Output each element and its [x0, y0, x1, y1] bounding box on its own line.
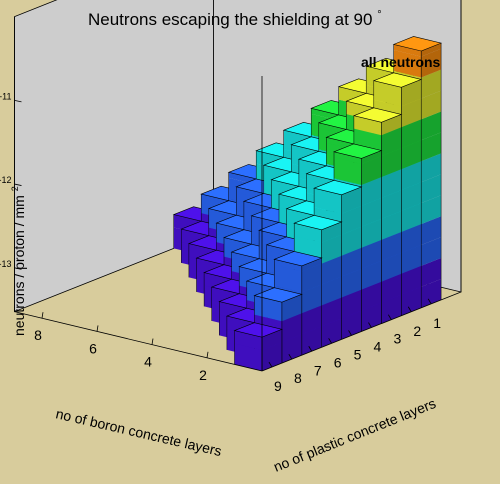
y-tick-label-1: 1 [433, 315, 441, 331]
x-tick-label-4: 4 [144, 354, 152, 370]
z-axis-title-superscript: 2 [10, 186, 20, 191]
z-tick-label--13: 10-13 [0, 259, 12, 276]
bar-bc0-pc7 [273, 251, 323, 356]
z-tick-label--12: 10-12 [0, 175, 12, 192]
y-tick-label-8: 8 [294, 370, 302, 386]
y-tick-label-2: 2 [413, 323, 421, 339]
bars-layer [172, 36, 443, 371]
x-tick-label-8: 8 [34, 327, 42, 343]
frame-front-right-base [261, 291, 462, 372]
y-tick-label-4: 4 [374, 339, 382, 355]
frame-front-left-base [14, 311, 263, 372]
y-axis-title: no of plastic concrete layers [271, 395, 438, 475]
chart-title: Neutrons escaping the shielding at 90 ° [88, 9, 382, 29]
panel-label: all neutrons [361, 54, 441, 70]
bar-bc0-pc9 [233, 322, 283, 371]
y-tick-label-3: 3 [393, 331, 401, 347]
y-tick-label-6: 6 [334, 354, 342, 370]
x-tick-label-6: 6 [89, 340, 97, 356]
z-tick-label--11: 10-11 [0, 91, 12, 108]
title-degree-sign: ° [377, 9, 381, 21]
y-tick-label-9: 9 [274, 378, 282, 394]
y-tick-label-5: 5 [354, 346, 362, 362]
back-wall-left [14, 0, 214, 313]
y-tick-label-7: 7 [314, 362, 322, 378]
z-axis-title: neutrons / proton / mm 2 [10, 186, 27, 336]
box-frame [14, 0, 462, 372]
x-axis-title: no of boron concrete layers [54, 405, 223, 459]
x-tick-label-2: 2 [199, 367, 207, 383]
